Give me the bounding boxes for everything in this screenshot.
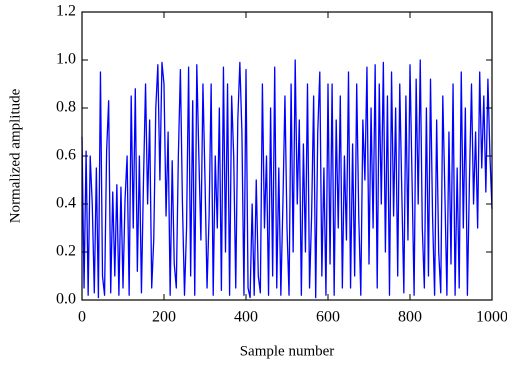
y-tick-label: 1.2	[56, 3, 76, 20]
y-tick-label: 0.2	[56, 243, 76, 260]
y-tick-label: 0.4	[56, 195, 76, 212]
y-tick-label: 0.6	[56, 147, 76, 164]
y-tick-label: 1.0	[56, 51, 76, 68]
y-axis-title: Normalized amplitude	[7, 88, 23, 223]
x-tick-label: 800	[398, 309, 422, 326]
x-tick-label: 1000	[476, 309, 507, 326]
x-tick-label: 400	[234, 309, 258, 326]
x-tick-label: 600	[316, 309, 340, 326]
x-axis-title: Sample number	[240, 343, 335, 359]
data-line	[81, 59, 493, 299]
y-tick-label: 0.0	[56, 291, 76, 308]
x-tick-label: 200	[152, 309, 176, 326]
y-tick-label: 0.8	[56, 99, 76, 116]
x-tick-label: 0	[78, 309, 86, 326]
